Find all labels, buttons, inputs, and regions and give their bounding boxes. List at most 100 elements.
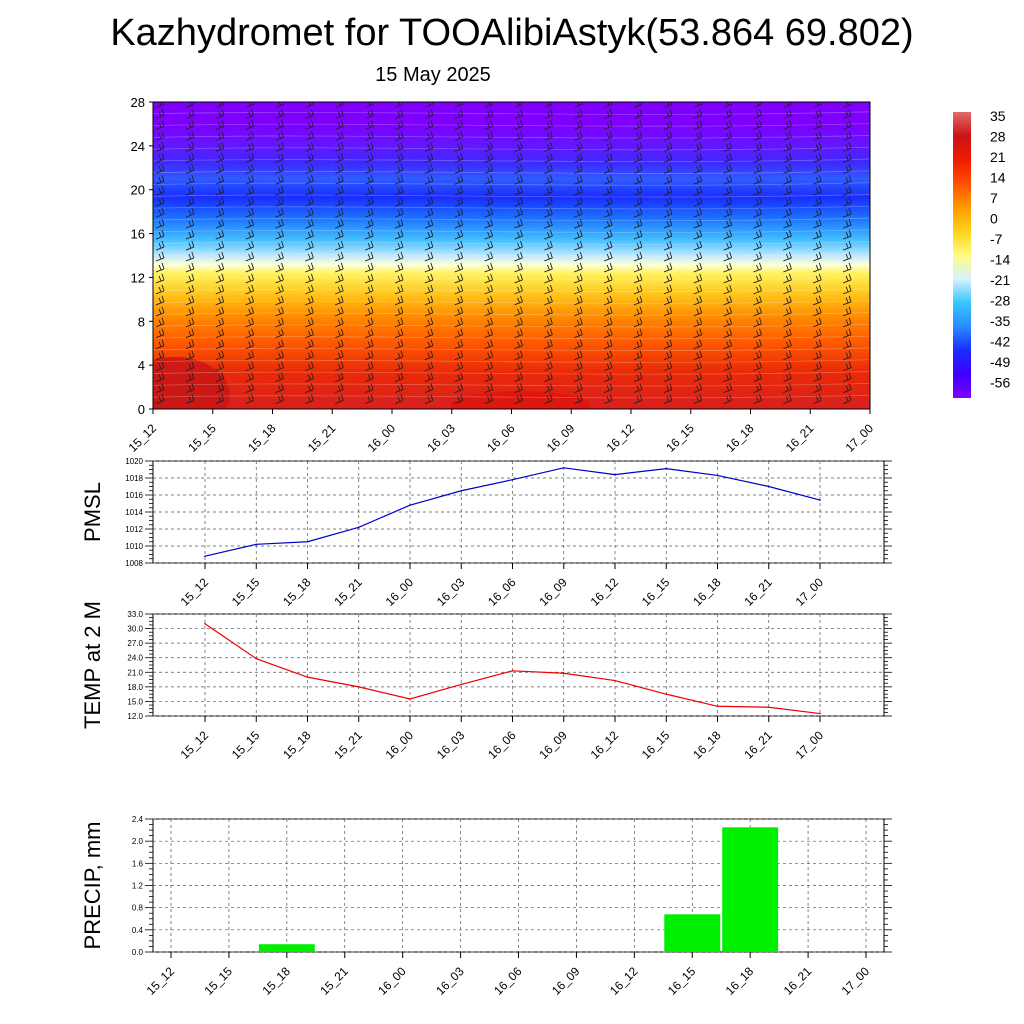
wind-barb <box>633 350 643 361</box>
wind-barb <box>275 284 284 295</box>
heatmap-y-tick-label: 28 <box>131 95 145 110</box>
wind-barb <box>305 394 314 404</box>
wind-barb <box>544 394 553 404</box>
wind-barb <box>454 295 464 306</box>
wind-barb <box>544 120 553 130</box>
precip-panel-x-tick-label: 16_03 <box>433 964 467 998</box>
wind-barb <box>633 186 643 196</box>
wind-barb <box>723 262 733 273</box>
wind-barb <box>514 164 523 174</box>
wind-barb <box>842 186 852 196</box>
wind-barb <box>424 328 434 339</box>
heatmap-y-tick-label: 12 <box>131 270 145 285</box>
colorbar-label: -42 <box>990 334 1010 350</box>
wind-barb <box>245 240 255 251</box>
wind-barb <box>364 350 374 361</box>
wind-barb <box>544 339 553 350</box>
wind-barb <box>633 120 643 130</box>
wind-barb <box>663 317 673 328</box>
wind-barb <box>484 328 494 339</box>
wind-barb <box>574 383 583 393</box>
wind-barb <box>185 273 195 284</box>
wind-barb <box>544 251 553 262</box>
wind-barb <box>454 153 464 163</box>
wind-barb <box>813 240 822 251</box>
wind-barb <box>514 131 523 141</box>
wind-barb <box>842 240 852 251</box>
wind-barb <box>305 229 314 240</box>
wind-barb <box>813 361 822 372</box>
wind-barb <box>813 350 822 361</box>
wind-barb <box>663 372 673 383</box>
wind-barb <box>873 263 881 272</box>
wind-barb <box>364 251 374 262</box>
wind-barb <box>574 164 583 174</box>
pmsl-panel-x-tick-label: 15_15 <box>229 575 263 609</box>
wind-barb <box>663 240 673 251</box>
precip-panel-x-tick-label: 15_21 <box>317 964 351 998</box>
wind-barb <box>813 394 822 404</box>
temp-panel-x-tick-label: 16_21 <box>741 728 775 762</box>
wind-barb <box>155 164 165 174</box>
wind-barb <box>753 317 762 328</box>
wind-barb <box>394 328 404 339</box>
wind-barb <box>663 306 673 317</box>
wind-barb <box>603 361 613 372</box>
wind-barb <box>544 361 553 372</box>
wind-barb <box>693 394 703 404</box>
wind-barb <box>574 109 583 119</box>
wind-barb <box>155 251 165 262</box>
wind-barb <box>155 109 165 119</box>
heatmap-x-tick-label: 15_15 <box>185 421 219 455</box>
wind-barb <box>574 240 583 251</box>
wind-barb <box>633 262 643 273</box>
wind-barb <box>813 317 822 328</box>
wind-barb <box>215 350 225 361</box>
wind-barb <box>394 372 404 383</box>
wind-barb <box>424 361 434 372</box>
pmsl-panel-data-point <box>767 485 770 488</box>
wind-barb <box>305 102 314 108</box>
wind-barb <box>275 164 284 174</box>
wind-barb <box>245 109 255 119</box>
wind-barb <box>155 131 165 141</box>
wind-barb <box>484 262 494 273</box>
precip-panel-x-tick-label: 16_21 <box>781 964 815 998</box>
wind-barb <box>723 120 733 130</box>
heatmap-contour <box>153 241 870 245</box>
wind-barb <box>574 339 583 350</box>
wind-barb <box>544 240 553 251</box>
wind-barb <box>364 186 374 196</box>
wind-barb <box>842 229 852 240</box>
wind-barb <box>544 175 553 185</box>
precip-panel: 0.0 0.4 0.8 1.2 1.6 2.0 2.4 15_12 15_15 15_18 15_2… <box>80 815 892 998</box>
wind-barb <box>484 142 494 152</box>
wind-barb <box>245 120 255 130</box>
heatmap-x-tick-label: 15_21 <box>305 421 339 455</box>
wind-barb <box>424 175 434 185</box>
wind-barb <box>275 251 284 262</box>
wind-barb <box>155 350 165 361</box>
wind-barb <box>394 273 404 284</box>
wind-barb <box>723 306 733 317</box>
wind-barb <box>753 207 762 218</box>
wind-barb <box>394 394 404 404</box>
wind-barb <box>514 350 523 361</box>
wind-barb <box>842 339 852 350</box>
wind-barb <box>873 307 881 316</box>
pmsl-panel-data-point <box>204 555 206 557</box>
colorbar-label: -21 <box>990 272 1010 288</box>
wind-barb <box>424 383 434 393</box>
wind-barb <box>544 372 553 383</box>
wind-barb <box>753 262 762 273</box>
wind-barb <box>783 102 792 108</box>
heatmap-contour <box>153 182 870 186</box>
wind-barb <box>424 120 434 130</box>
wind-barb <box>484 120 494 130</box>
wind-barb <box>663 186 673 196</box>
wind-barb <box>185 186 195 196</box>
wind-barb <box>364 109 374 119</box>
wind-barb <box>753 273 762 284</box>
wind-barb <box>514 295 523 306</box>
wind-barb <box>783 197 792 207</box>
